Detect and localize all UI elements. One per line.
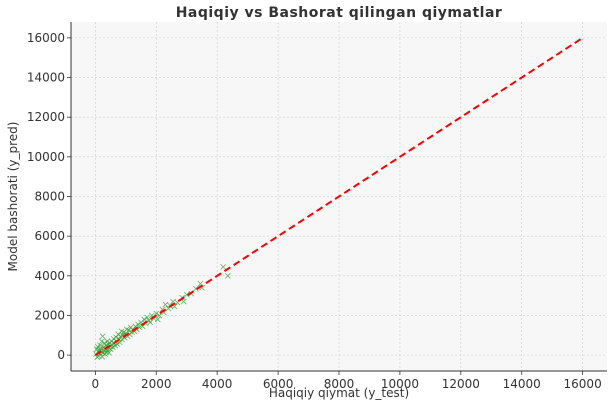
data-point	[156, 312, 163, 319]
y-tick-label: 16000	[27, 31, 65, 45]
y-tick-label: 6000	[34, 229, 65, 243]
y-tick-label: 14000	[27, 71, 65, 85]
y-tick-label: 12000	[27, 110, 65, 124]
y-tick-label: 4000	[34, 269, 65, 283]
x-axis-label: Haqiqiy qiymat (y_test)	[269, 386, 409, 400]
x-tick-label: 0	[92, 377, 100, 391]
y-tick-label: 2000	[34, 308, 65, 322]
x-tick-label: 12000	[442, 377, 480, 391]
x-tick-label: 8000	[324, 377, 355, 391]
data-point	[224, 272, 231, 279]
data-point	[220, 264, 227, 270]
data-point	[162, 301, 169, 308]
y-tick-label: 10000	[27, 150, 65, 164]
axes	[67, 22, 607, 375]
data-point	[135, 321, 141, 328]
x-tick-label: 6000	[263, 377, 294, 391]
data-points	[93, 264, 231, 361]
chart-title: Haqiqiy vs Bashorat qilingan qiymatlar	[176, 5, 503, 21]
reference-line	[94, 37, 584, 356]
y-tick-label: 0	[57, 348, 65, 362]
data-point	[136, 324, 143, 331]
data-point	[154, 316, 161, 323]
y-axis-label: Model bashorati (y_pred)	[6, 122, 20, 272]
x-tick-label: 4000	[202, 377, 233, 391]
tick-labels: 0 2000 4000 6000 8000 10000 12000 14000 16000 0 20…	[27, 31, 602, 391]
data-point	[192, 285, 199, 292]
x-tick-label: 2000	[141, 377, 172, 391]
data-point	[106, 349, 112, 356]
data-point	[183, 291, 190, 298]
x-tick-label: 14000	[503, 377, 541, 391]
y-tick-label: 8000	[34, 190, 65, 204]
x-tick-label: 16000	[564, 377, 602, 391]
data-point	[99, 333, 106, 340]
x-tick-label: 10000	[381, 377, 419, 391]
data-point	[144, 314, 151, 321]
data-point	[153, 310, 160, 317]
